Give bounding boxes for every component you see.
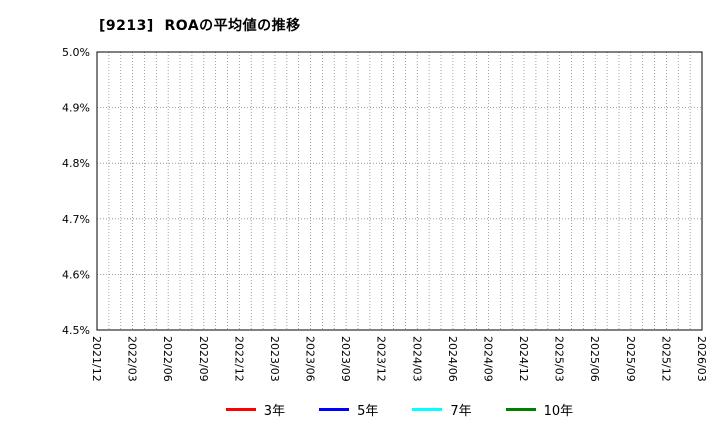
legend-item: 3年	[225, 400, 286, 419]
legend-label: 7年	[450, 403, 472, 419]
x-tick-label: 2022/03	[126, 336, 139, 382]
legend-line-swatch	[412, 407, 443, 411]
plot-border	[96, 51, 703, 331]
y-tick-label: 4.8%	[62, 157, 90, 170]
x-tick-label: 2025/06	[588, 336, 601, 382]
x-tick-label: 2023/12	[375, 336, 388, 382]
x-tick-label: 2024/12	[517, 336, 530, 382]
x-tick-label: 2025/12	[659, 336, 672, 382]
y-tick-label: 4.9%	[62, 102, 90, 115]
x-tick-label: 2024/03	[410, 336, 423, 382]
y-tick-label: 4.7%	[62, 213, 90, 226]
x-tick-label: 2025/09	[624, 336, 637, 382]
x-tick-label: 2022/12	[232, 336, 245, 382]
x-tick-label: 2022/06	[161, 336, 174, 382]
legend-item: 7年	[412, 400, 472, 419]
x-tick-label: 2023/09	[339, 336, 352, 382]
x-tick-label: 2022/09	[197, 336, 210, 382]
legend-item: 5年	[319, 400, 378, 419]
legend: 3年 5年 7年 10年	[97, 398, 702, 420]
x-tick-label: 2024/09	[481, 336, 494, 382]
plot-area	[97, 52, 702, 330]
x-tick-label: 2024/06	[446, 336, 459, 382]
y-tick-label: 5.0%	[62, 46, 90, 59]
y-tick-label: 4.6%	[62, 268, 90, 281]
x-tick-label: 2023/06	[304, 336, 317, 382]
x-tick-label: 2026/03	[695, 336, 708, 382]
chart-title: [9213] ROAの平均値の推移	[99, 18, 301, 34]
legend-label: 3年	[263, 403, 286, 419]
y-tick-label: 4.5%	[62, 324, 90, 337]
legend-label: 10年	[543, 403, 574, 419]
x-tick-label: 2023/03	[268, 336, 281, 382]
legend-line-swatch	[319, 407, 350, 411]
legend-line-swatch	[505, 407, 536, 411]
legend-item: 10年	[505, 400, 574, 419]
legend-line-swatch	[225, 407, 256, 411]
x-tick-label: 2025/03	[553, 336, 566, 382]
x-tick-label: 2021/12	[90, 336, 103, 382]
legend-label: 5年	[357, 403, 379, 419]
